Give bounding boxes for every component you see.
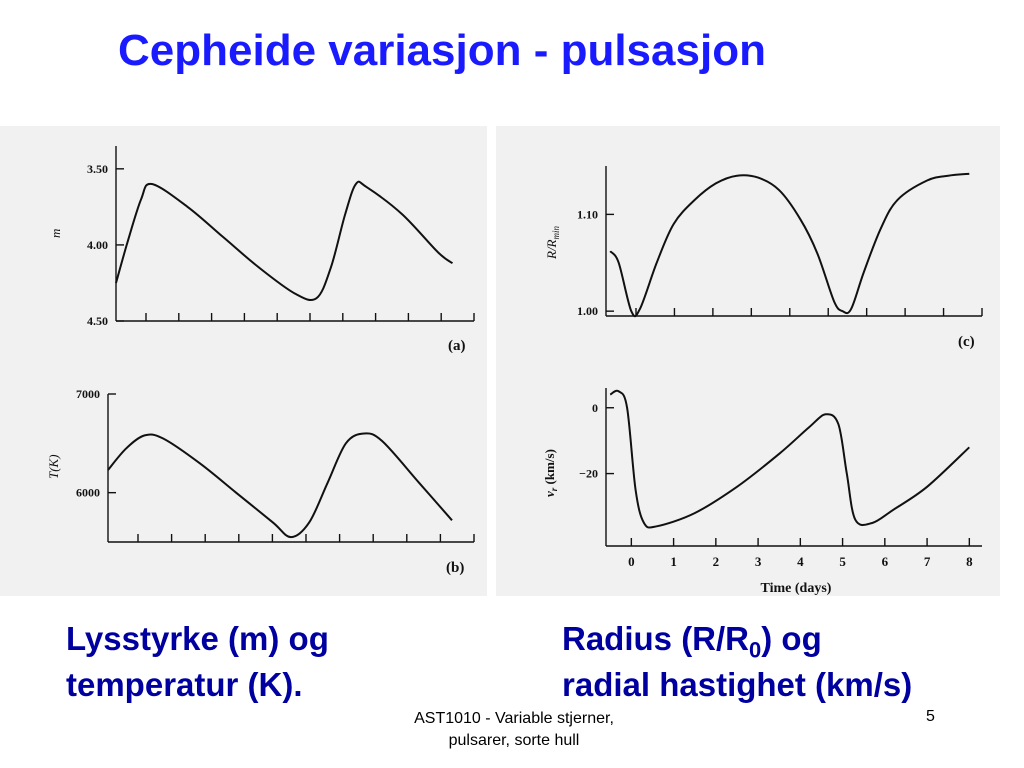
figure-light-temperature: m 3.50 4.00 4.50 (a) T(K) 7000 6000 (b) — [0, 126, 487, 596]
series-line-b — [107, 432, 453, 539]
figure-radius-velocity: R/Rmin 1.10 1.00 (c) vr (km/s) 0 −20 0 1 2 3 4… — [496, 126, 1000, 596]
chart-d: vr (km/s) 0 −20 0 1 2 3 4 5 6 7 8 Time (days) — [542, 388, 982, 596]
y-tick-label: 1.10 — [577, 207, 598, 221]
x-tick-label: 8 — [966, 554, 973, 569]
caption-light-temperature: Lysstyrke (m) og temperatur (K). — [66, 616, 329, 708]
y-axis-label-d: vr (km/s) — [542, 449, 559, 497]
series-line-a — [115, 180, 454, 302]
x-tick-label: 7 — [924, 554, 931, 569]
x-tick-label: 6 — [882, 554, 889, 569]
slide-title: Cepheide variasjon - pulsasjon — [118, 26, 766, 75]
x-tick-label: 0 — [628, 554, 635, 569]
y-tick-label: 0 — [592, 401, 598, 415]
caption-radius-velocity: Radius (R/R0) og radial hastighet (km/s) — [562, 616, 912, 708]
y-tick-label: 6000 — [76, 486, 100, 500]
y-axis-label-c: R/Rmin — [544, 226, 561, 261]
chart-c: R/Rmin 1.10 1.00 (c) — [544, 166, 983, 350]
y-tick-label: −20 — [579, 467, 598, 481]
x-tick-label: 4 — [797, 554, 804, 569]
footer-line2: pulsarer, sorte hull — [448, 732, 580, 749]
series-line-d — [609, 389, 970, 529]
panel-label-c: (c) — [958, 334, 975, 350]
x-tick-label: 5 — [839, 554, 846, 569]
panel-label-b: (b) — [446, 560, 464, 576]
caption-right-line1: Radius (R/R0) og — [562, 620, 822, 663]
panel-label-a: (a) — [448, 338, 466, 354]
footer-course: AST1010 - Variable stjerner, pulsarer, s… — [380, 708, 648, 752]
x-axis-label-d: Time (days) — [761, 581, 832, 596]
page-number: 5 — [926, 708, 935, 725]
y-tick-label: 3.50 — [87, 162, 108, 176]
chart-b: T(K) 7000 6000 (b) — [46, 387, 475, 576]
chart-a: m 3.50 4.00 4.50 (a) — [48, 146, 475, 354]
caption-left-line1: Lysstyrke (m) og — [66, 620, 329, 657]
chart-svg-left: m 3.50 4.00 4.50 (a) T(K) 7000 6000 (b) — [46, 146, 475, 576]
footer-line1: AST1010 - Variable stjerner, — [414, 710, 614, 727]
y-tick-label: 4.00 — [87, 238, 108, 252]
caption-left-line2: temperatur (K). — [66, 666, 303, 703]
caption-right-line2: radial hastighet (km/s) — [562, 666, 913, 703]
y-tick-label: 1.00 — [577, 304, 598, 318]
series-line-c — [609, 172, 970, 318]
y-axis-label-b: T(K) — [46, 454, 61, 479]
x-tick-label: 3 — [755, 554, 762, 569]
y-axis-label-a: m — [48, 229, 63, 238]
x-tick-label: 1 — [670, 554, 677, 569]
y-tick-label: 4.50 — [87, 314, 108, 328]
y-tick-label: 7000 — [76, 387, 100, 401]
x-tick-label: 2 — [713, 554, 720, 569]
chart-svg-right: R/Rmin 1.10 1.00 (c) vr (km/s) 0 −20 0 1 2 3 4… — [542, 166, 983, 596]
